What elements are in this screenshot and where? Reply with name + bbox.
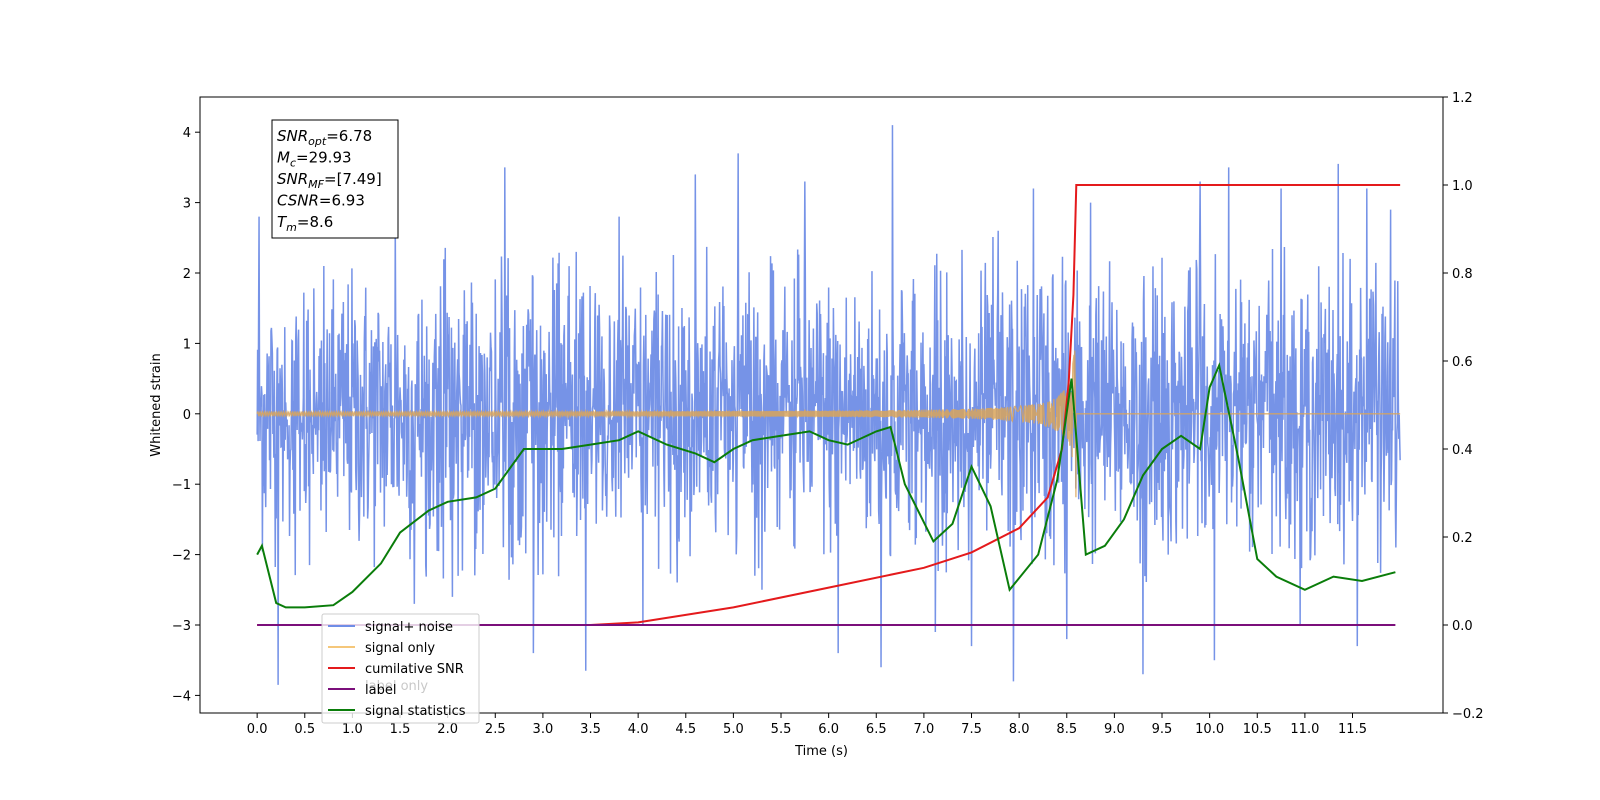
x-tick-label: 10.0	[1195, 722, 1224, 737]
y2-tick-label: −0.2	[1452, 707, 1484, 722]
legend-frame	[321, 613, 480, 724]
x-tick-label: 2.0	[437, 722, 458, 737]
series-layer	[256, 125, 1401, 685]
x-tick-label: 6.5	[866, 722, 887, 737]
legend-label: signal statistics	[365, 704, 466, 719]
x-tick-label: 7.0	[914, 722, 935, 737]
x-tick-label: 9.5	[1152, 722, 1173, 737]
legend-label: label	[365, 683, 396, 698]
y-tick-label: 0	[183, 408, 191, 423]
y2-tick-label: 0.0	[1452, 619, 1473, 634]
plot-frame	[199, 96, 1444, 714]
y2-tick-label: 0.2	[1452, 531, 1473, 546]
x-tick-label: 4.5	[675, 722, 696, 737]
y-tick-label: −3	[172, 619, 191, 634]
x-tick-label: 3.5	[580, 722, 601, 737]
y-tick-label: 1	[183, 337, 191, 352]
y2-tick-label: 0.6	[1452, 355, 1473, 370]
y-tick-label: 4	[183, 126, 191, 141]
x-tick-label: 1.5	[390, 722, 411, 737]
annotation-line: Mc=29.93	[277, 149, 352, 170]
annotation-line: CSNR=6.93	[277, 192, 365, 210]
annotation-box: SNRopt=6.78Mc=29.93SNRMF=[7.49]CSNR=6.93…	[271, 119, 399, 239]
x-tick-label: 3.0	[533, 722, 554, 737]
x-tick-label: 5.0	[723, 722, 744, 737]
x-tick-label: 11.5	[1338, 722, 1367, 737]
y-axis-left: −4 −3 −2 −1 0 1 2 3 4	[172, 126, 200, 704]
x-tick-label: 0.0	[247, 722, 268, 737]
x-tick-label: 10.5	[1243, 722, 1272, 737]
x-tick-label: 7.5	[961, 722, 982, 737]
x-tick-label: 9.0	[1104, 722, 1125, 737]
series-cumilative-snr	[257, 184, 1401, 626]
y2-tick-label: 1.2	[1452, 91, 1473, 106]
y2-tick-label: 1.0	[1452, 179, 1473, 194]
annotation-line: SNRopt=6.78	[277, 127, 372, 148]
series-signal-noise	[256, 125, 1401, 685]
series-signal-statistics	[256, 362, 1396, 609]
y-axis-right: −0.2 0.0 0.2 0.4 0.6 0.8 1.0 1.2	[1443, 91, 1484, 722]
y2-tick-label: 0.4	[1452, 443, 1473, 458]
x-tick-label: 8.5	[1056, 722, 1077, 737]
x-tick-label: 11.0	[1290, 722, 1319, 737]
y-tick-label: 3	[183, 197, 191, 212]
legend-hidden-text: label only	[365, 679, 428, 694]
legend-label: cumilative SNR	[365, 662, 464, 677]
y2-tick-label: 0.8	[1452, 267, 1473, 282]
x-tick-label: 0.5	[294, 722, 315, 737]
x-axis: 0.0 0.5 1.0 1.5 2.0 2.5 3.0 3.5 4.0 4.5 5.0 5.5 6.0 6…	[247, 713, 1367, 737]
y-tick-label: −4	[172, 689, 191, 704]
x-tick-label: 6.0	[818, 722, 839, 737]
y-tick-label: −2	[172, 549, 191, 564]
legend: label only signal+ noise signal only cumila…	[321, 613, 480, 724]
x-tick-label: 2.5	[485, 722, 506, 737]
annotation-line: Tm=8.6	[277, 213, 333, 234]
x-tick-label: 1.0	[342, 722, 363, 737]
y-axis-label: Whitened strain	[149, 353, 164, 456]
y-tick-label: 2	[183, 267, 191, 282]
series-signal-only	[256, 350, 1401, 498]
y-tick-label: −1	[172, 478, 191, 493]
x-tick-label: 5.5	[771, 722, 792, 737]
legend-label: signal+ noise	[365, 620, 453, 635]
x-tick-label: 8.0	[1009, 722, 1030, 737]
x-tick-label: 4.0	[628, 722, 649, 737]
x-axis-label: Time (s)	[794, 744, 848, 759]
annotation-frame	[271, 119, 399, 239]
annotation-line: SNRMF=[7.49]	[277, 170, 382, 191]
legend-label: signal only	[365, 641, 435, 656]
